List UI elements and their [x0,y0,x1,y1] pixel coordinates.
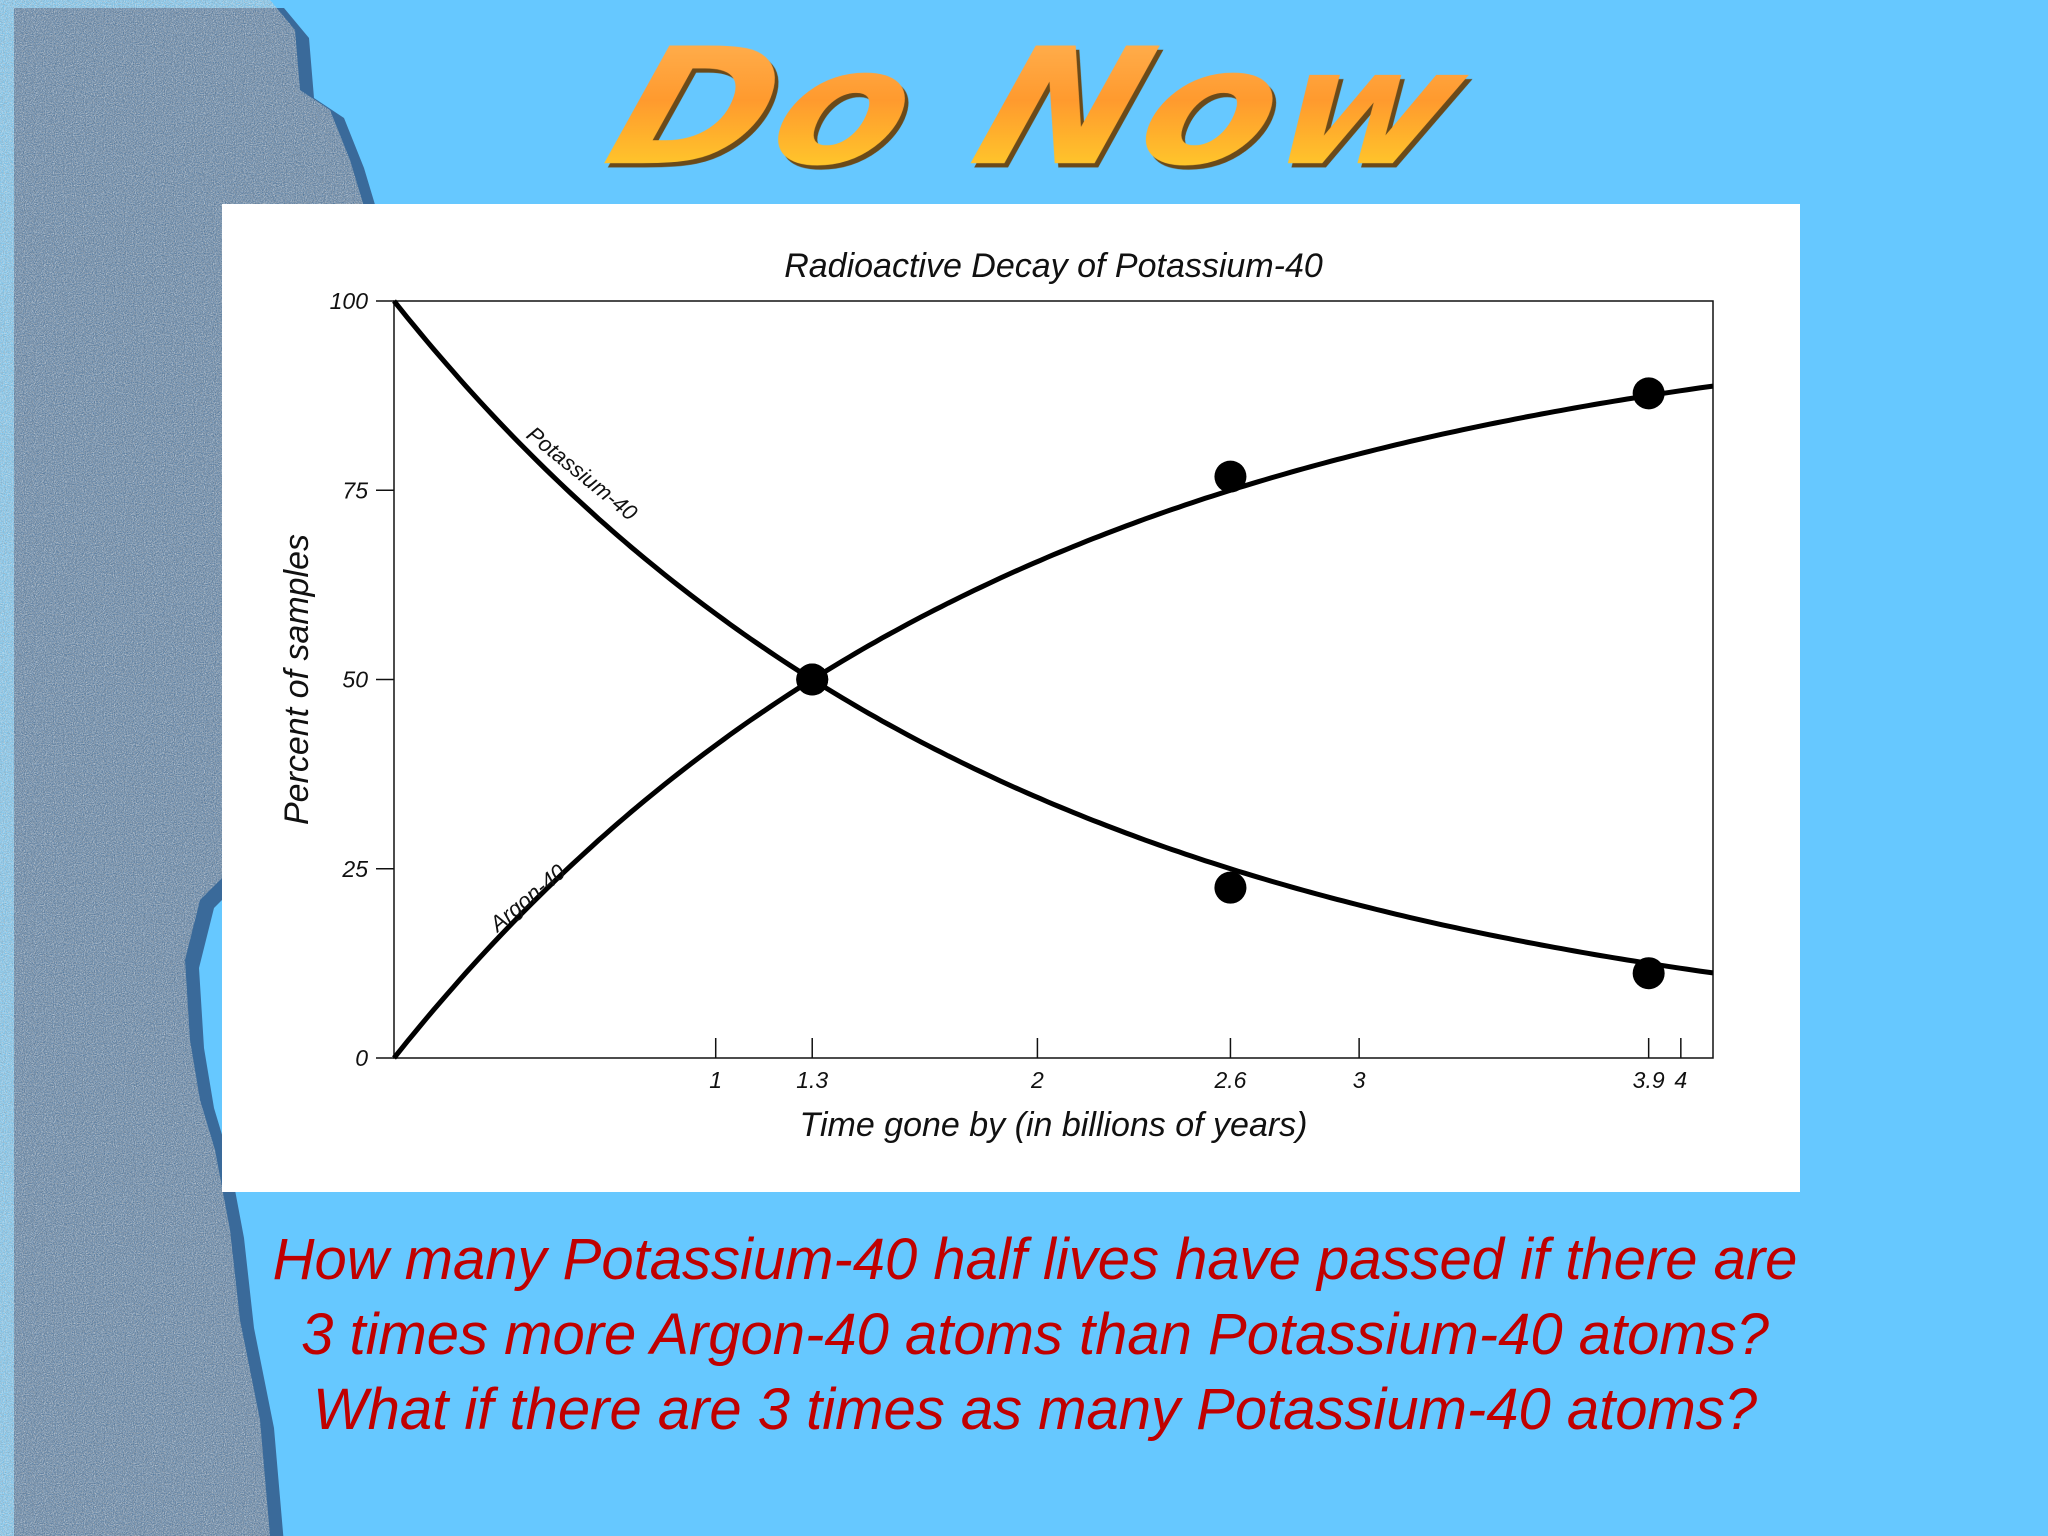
y-tick-label: 50 [342,667,368,693]
y-tick-label: 100 [330,288,369,314]
potassium-40-curve-label: Potassium-40 [522,421,643,526]
question-line-3: What if there are 3 times as many Potass… [312,1377,1758,1442]
argon-40-curve [392,383,1714,1060]
y-tick-label: 75 [342,477,368,503]
x-tick-label: 2.6 [1213,1067,1246,1093]
question-text: How many Potassium-40 half lives have pa… [195,1222,1875,1447]
x-tick-label: 1.3 [796,1067,828,1093]
slide-title: Do Now [496,13,1584,201]
decay-chart: Radioactive Decay of Potassium-40 Percen… [278,247,1714,1144]
x-tick-label: 4 [1674,1067,1687,1093]
plot-area-frame [393,300,1714,1059]
y-tick-label: 25 [341,856,368,882]
x-tick-label: 1 [709,1067,722,1093]
x-tick-label: 2 [1030,1067,1044,1093]
question-line-2: 3 times more Argon-40 atoms than Potassi… [301,1302,1769,1367]
argon-40-curve-label: Argon-40 [483,859,571,938]
potassium-40-curve-point [1632,957,1665,990]
argon-40-curve-point [796,663,829,696]
x-tick-label: 3 [1353,1067,1366,1093]
y-tick-label: 0 [355,1045,368,1071]
x-axis-title: Time gone by (in billions of years) [799,1106,1307,1144]
potassium-40-curve [392,299,1714,976]
potassium-40-curve-point [1214,871,1247,904]
argon-40-curve-point [1214,460,1247,493]
question-line-1: How many Potassium-40 half lives have pa… [272,1227,1798,1292]
chart-panel: Radioactive Decay of Potassium-40 Percen… [222,204,1800,1192]
chart-title: Radioactive Decay of Potassium-40 [784,247,1323,285]
argon-40-curve-point [1632,377,1665,410]
x-tick-label: 3.9 [1633,1067,1665,1093]
y-axis-title: Percent of samples [278,534,316,825]
